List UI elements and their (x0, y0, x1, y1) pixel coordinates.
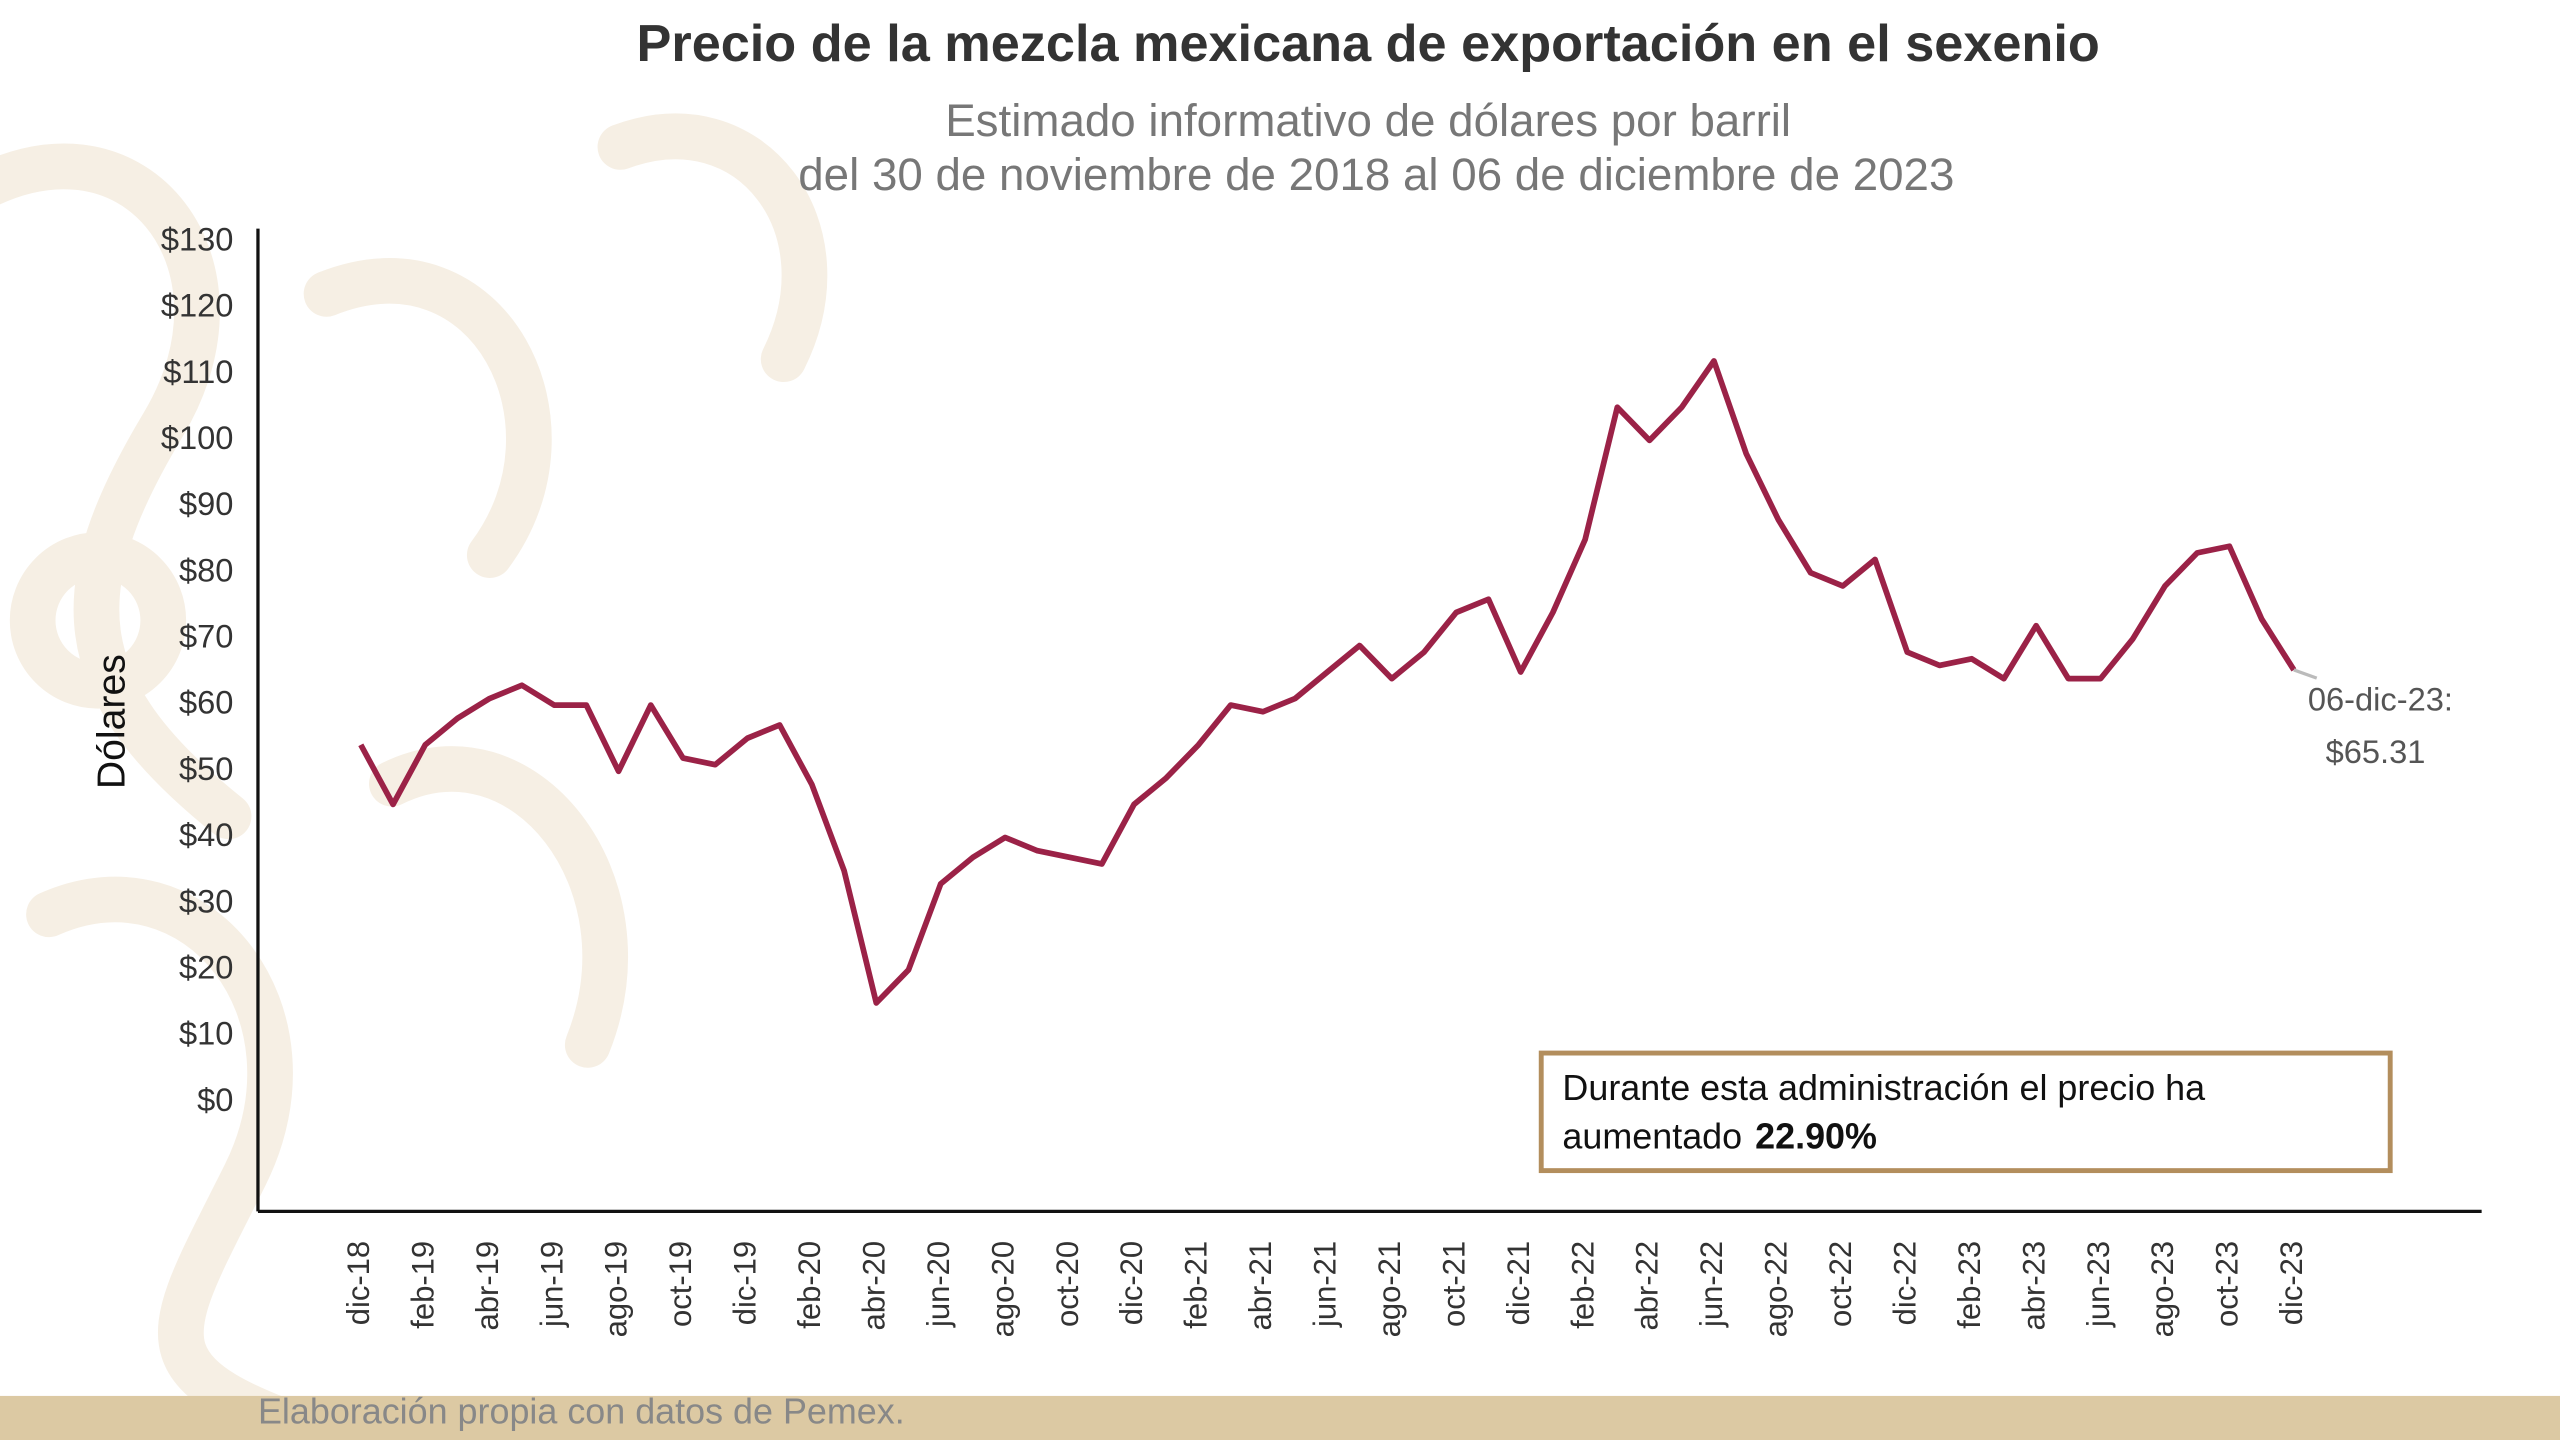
y-tick-label: $50 (179, 750, 233, 787)
x-tick-label: dic-23 (2274, 1241, 2309, 1325)
x-tick-label: feb-22 (1565, 1241, 1600, 1329)
end-label: $65.31 (2326, 733, 2426, 770)
x-tick-label: ago-22 (1759, 1241, 1794, 1338)
annotation-box (1538, 1050, 2393, 1174)
x-tick-label: oct-23 (2210, 1241, 2245, 1327)
x-tick-label: dic-21 (1501, 1241, 1536, 1325)
x-tick-label: dic-20 (1114, 1241, 1149, 1325)
x-tick-label: feb-20 (792, 1241, 827, 1329)
x-tick-label: ago-23 (2145, 1241, 2180, 1338)
end-label: 06-dic-23: (2308, 681, 2453, 718)
y-tick-label: $80 (179, 551, 233, 588)
x-tick-label: jun-20 (921, 1241, 956, 1328)
x-tick-label: abr-23 (2016, 1241, 2051, 1331)
annotation-text: Durante esta administración el precio ha (1562, 1067, 2205, 1108)
x-tick-label: jun-21 (1308, 1241, 1343, 1328)
x-tick-label: feb-19 (405, 1241, 440, 1329)
y-tick-label: $90 (179, 485, 233, 522)
x-tick-label: oct-21 (1436, 1241, 1471, 1327)
y-tick-label: $30 (179, 882, 233, 919)
chart-subtitle: Estimado informativo de dólares por barr… (945, 95, 1791, 146)
x-tick-label: abr-22 (1630, 1241, 1665, 1331)
y-tick-label: $110 (163, 353, 233, 390)
source: Elaboración propia con datos de Pemex. (258, 1390, 905, 1431)
x-tick-label: dic-19 (728, 1241, 763, 1325)
y-tick-label: $120 (161, 287, 234, 324)
annotation-highlight: 22.90% (1755, 1116, 1877, 1157)
y-tick-label: $130 (161, 220, 234, 257)
x-tick-label: ago-20 (985, 1241, 1020, 1338)
x-tick-label: dic-22 (1887, 1241, 1922, 1325)
x-tick-label: abr-19 (470, 1241, 505, 1331)
annotation-text: aumentado 22.90% (1562, 1116, 1877, 1157)
y-tick-label: $60 (179, 684, 233, 721)
x-tick-label: ago-21 (1372, 1241, 1407, 1338)
x-tick-label: feb-21 (1179, 1241, 1214, 1329)
y-tick-label: $10 (179, 1015, 233, 1052)
y-tick-label: $0 (197, 1081, 233, 1118)
footer-band (0, 1395, 2560, 1440)
x-tick-label: dic-18 (341, 1241, 376, 1325)
end-label-connector (2293, 668, 2318, 680)
y-tick-label: $40 (179, 816, 233, 853)
chart-title: Precio de la mezcla mexicana de exportac… (637, 15, 2100, 73)
x-tick-label: oct-19 (663, 1241, 698, 1327)
x-tick-label: abr-21 (1243, 1241, 1278, 1331)
x-tick-label: oct-22 (1823, 1241, 1858, 1327)
y-tick-label: $100 (161, 419, 234, 456)
annotation-text: aumentado (1562, 1116, 1742, 1157)
x-tick-label: jun-22 (1694, 1241, 1729, 1328)
background-pattern (0, 113, 828, 1440)
x-tick-label: jun-23 (2081, 1241, 2116, 1328)
x-tick-label: feb-23 (1952, 1241, 1987, 1329)
x-tick-label: ago-19 (599, 1241, 634, 1338)
series-line (358, 358, 2297, 1006)
y-axis-label: Dólares (91, 654, 134, 789)
chart-subtitle: del 30 de noviembre de 2018 al 06 de dic… (798, 149, 1954, 200)
y-tick-label: $20 (179, 948, 233, 985)
x-tick-label: jun-19 (534, 1241, 569, 1328)
x-tick-label: abr-20 (856, 1241, 891, 1331)
x-tick-label: oct-20 (1050, 1241, 1085, 1327)
y-tick-label: $70 (179, 618, 233, 655)
